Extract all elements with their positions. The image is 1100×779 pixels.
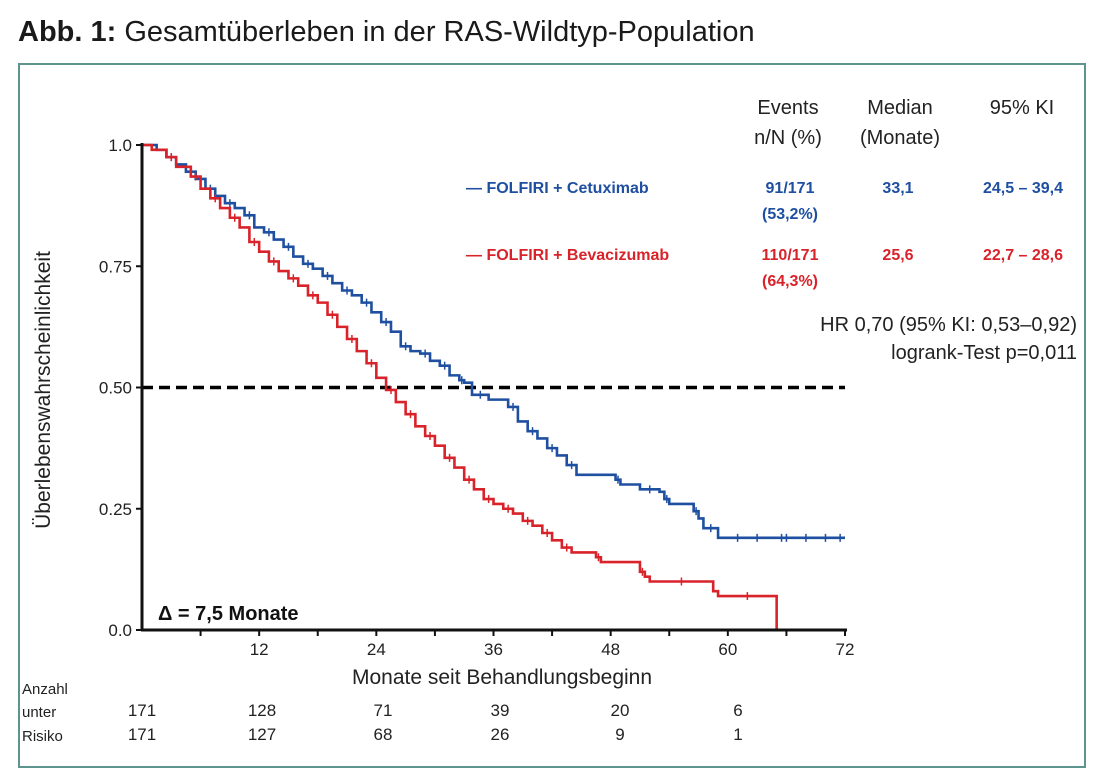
at-risk-label-3: Risiko [22,728,63,745]
survival-curves [142,143,845,630]
logrank-test: logrank-Test p=0,011 [891,342,1077,364]
km-curve-bevacizumab [142,143,778,630]
x-axis-label: Monate seit Behandlungsbeginn [352,666,652,689]
at-risk-table: 171 128 71 39 20 6 171 127 68 26 9 1 [128,701,743,744]
figure-label: Abb. 1: [18,16,117,48]
at-risk-value: 68 [374,725,393,744]
y-tick-label: 1.0 [108,136,132,155]
x-ticks: 12 24 36 48 60 72 [199,630,855,659]
x-tick-label: 72 [836,640,855,659]
at-risk-value: 71 [374,701,393,720]
cetuximab-ci: 24,5 – 39,4 [983,180,1063,197]
cetuximab-events-pct: (53,2%) [762,206,818,223]
header-events-sub: n/N (%) [754,127,822,149]
at-risk-value: 9 [615,725,624,744]
at-risk-value: 39 [491,701,510,720]
at-risk-label-2: unter [22,704,56,721]
legend-cetuximab: — FOLFIRI + Cetuximab [466,180,649,197]
cetuximab-median: 33,1 [882,180,913,197]
bevacizumab-events: 110/171 [762,247,819,264]
x-tick-label: 60 [718,640,737,659]
header-events: Events [757,97,818,119]
y-ticks: 0.0 0.25 0.50 0.75 1.0 [99,136,142,640]
y-tick-label: 0.50 [99,379,132,398]
at-risk-value: 171 [128,701,156,720]
delta-annotation: Δ = 7,5 Monate [158,603,299,625]
header-median-sub: (Monate) [860,127,940,149]
x-tick-label: 24 [367,640,386,659]
legend-bevacizumab: — FOLFIRI + Bevacizumab [466,247,669,264]
at-risk-label-1: Anzahl [22,681,68,698]
y-axis-label: Überlebenswahrscheinlichkeit [32,251,55,529]
y-tick-label: 0.0 [108,621,132,640]
cetuximab-events: 91/171 [766,180,815,197]
bevacizumab-median: 25,6 [882,247,913,264]
x-tick-label: 48 [601,640,620,659]
figure-title: Abb. 1: Gesamtüberleben in der RAS-Wildt… [18,16,755,49]
at-risk-value: 6 [733,701,742,720]
hazard-ratio: HR 0,70 (95% KI: 0,53–0,92) [820,314,1077,336]
x-tick-label: 12 [250,640,269,659]
at-risk-value: 128 [248,701,276,720]
km-curve-cetuximab [142,143,845,540]
header-ci: 95% KI [990,97,1054,119]
y-tick-label: 0.25 [99,500,132,519]
x-tick-label: 36 [484,640,503,659]
header-median: Median [867,97,933,119]
bevacizumab-events-pct: (64,3%) [762,273,818,290]
at-risk-value: 20 [611,701,630,720]
at-risk-value: 1 [733,725,742,744]
bevacizumab-ci: 22,7 – 28,6 [983,247,1063,264]
y-tick-label: 0.75 [99,257,132,276]
figure-title-text: Gesamtüberleben in der RAS-Wildtyp-Popul… [124,16,755,48]
at-risk-value: 26 [491,725,510,744]
figure-frame [18,63,1086,768]
at-risk-value: 127 [248,725,276,744]
at-risk-value: 171 [128,725,156,744]
